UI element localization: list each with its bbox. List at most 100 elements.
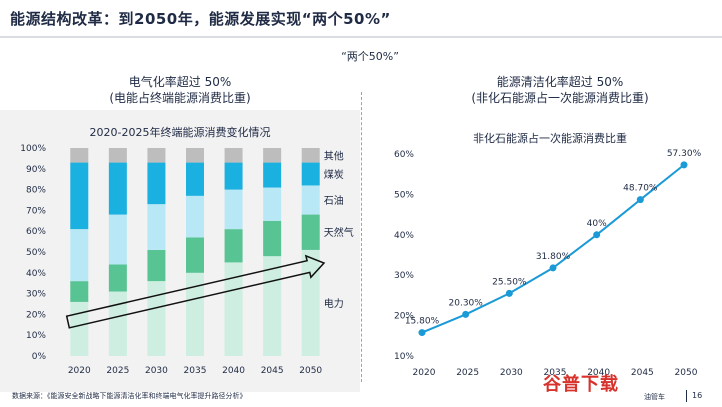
bar-segment <box>70 229 89 282</box>
x-tick-label: 2025 <box>456 368 479 378</box>
bar-segment <box>263 256 282 356</box>
bar-segment <box>263 220 282 257</box>
y-tick-label: 10% <box>26 331 46 341</box>
right-headline: 能源清洁化率超过 50% <box>496 75 624 89</box>
stacked-bar-chart: 0% 10% 20% 30% 40% 50% 60% 70% 80% 90% 100% 2020 202… <box>20 144 354 376</box>
left-headline: 电气化率超过 50% <box>128 75 232 89</box>
x-tick-label: 2030 <box>145 366 168 376</box>
bar-segment <box>186 162 204 196</box>
y-tick-label: 40% <box>26 269 46 279</box>
y-tick-label: 30% <box>394 271 414 281</box>
title-divider <box>0 36 722 38</box>
bar-segment <box>147 162 166 205</box>
bar-segment <box>108 214 127 265</box>
y-tick-label: 30% <box>26 290 46 300</box>
bar-segment <box>186 237 204 273</box>
bar-segment <box>263 162 282 188</box>
legend-label: 天然气 <box>324 226 354 239</box>
panel-divider <box>361 92 362 382</box>
bar-chart-background <box>0 110 360 392</box>
x-tick-label: 2025 <box>106 366 129 376</box>
bar-segment <box>108 148 127 163</box>
right-panel-header: 能源清洁化率超过 50% (非化石能源占一次能源消费比重) <box>440 74 680 106</box>
bar-segment <box>301 162 320 186</box>
bar-segment <box>301 185 320 215</box>
data-label: 31.80% <box>536 252 571 262</box>
x-tick-label: 2035 <box>544 368 567 378</box>
legend-label: 煤炭 <box>324 168 344 181</box>
y-tick-label: 70% <box>26 206 46 216</box>
y-tick-label: 20% <box>26 310 46 320</box>
left-subheadline: (电能占终端能源消费比重) <box>109 91 251 105</box>
y-tick-label: 60% <box>26 227 46 237</box>
bar-segment <box>301 148 320 163</box>
y-tick-label: 100% <box>20 144 46 154</box>
y-tick-label: 0% <box>32 352 47 362</box>
bar-segment <box>263 187 282 221</box>
y-tick-label: 60% <box>394 150 414 160</box>
bar-segment <box>147 281 166 356</box>
data-label: 40% <box>587 219 607 229</box>
bar-segment <box>224 262 243 356</box>
bar-segment <box>147 204 166 250</box>
bar-segment <box>108 291 127 356</box>
bar-segment <box>263 148 282 163</box>
x-tick-label: 2040 <box>587 368 610 378</box>
data-point <box>636 196 644 204</box>
bar-segment <box>186 195 204 238</box>
y-tick-label: 50% <box>26 248 46 258</box>
left-panel-header: 电气化率超过 50% (电能占终端能源消费比重) <box>60 74 300 106</box>
x-tick-label: 2020 <box>68 366 91 376</box>
bar-segment <box>186 272 204 356</box>
data-point <box>462 310 470 318</box>
y-tick-label: 20% <box>394 312 414 322</box>
y-tick-label: 40% <box>394 231 414 241</box>
data-label: 25.50% <box>492 277 527 287</box>
bar-segment <box>108 162 127 215</box>
bar-segment <box>186 148 204 163</box>
x-tick-label: 2045 <box>261 366 284 376</box>
bar-chart-title: 2020-2025年终端能源消费变化情况 <box>89 126 271 139</box>
bar-segment <box>70 281 89 302</box>
x-tick-label: 2050 <box>299 366 322 376</box>
x-tick-label: 2040 <box>222 366 245 376</box>
x-tick-label: 2035 <box>184 366 207 376</box>
y-tick-label: 50% <box>394 190 414 200</box>
data-label: 48.70% <box>623 184 658 194</box>
x-tick-label: 2045 <box>631 368 654 378</box>
watermark-logo: 谷普下载 <box>543 374 619 395</box>
slogan: “两个50%” <box>341 50 399 63</box>
data-point <box>418 329 426 337</box>
y-tick-label: 90% <box>26 165 46 175</box>
trend-arrow-icon <box>65 254 326 329</box>
bar-segment <box>224 189 243 230</box>
data-point <box>680 161 688 169</box>
bar-segment <box>224 148 243 163</box>
right-subheadline: (非化石能源占一次能源消费比重) <box>471 91 649 105</box>
data-source: 数据来源：《能源安全新战略下能源清洁化率和终端电气化率提升路径分析》 <box>12 392 247 400</box>
data-point <box>549 264 557 272</box>
data-label: 20.30% <box>449 298 484 308</box>
page-number-separator <box>686 390 687 402</box>
x-tick-label: 2050 <box>675 368 698 378</box>
data-label: 57.30% <box>667 149 702 159</box>
data-label: 15.80% <box>405 317 440 327</box>
bar-segment <box>147 249 166 282</box>
bar-segment <box>147 148 166 163</box>
legend-label: 其他 <box>324 149 344 162</box>
data-point <box>593 231 601 239</box>
bar-segment <box>70 301 89 356</box>
bar-segment <box>108 264 127 292</box>
watermark-caption: 油管车 <box>644 393 665 401</box>
line-chart: 10% 20% 30% 40% 50% 60% 2020 2025 2030 2035 2040 20… <box>394 149 702 378</box>
line-chart-title: 非化石能源占一次能源消费比重 <box>473 132 627 145</box>
data-point <box>505 289 513 297</box>
page-title: 能源结构改革：到2050年，能源发展实现“两个50%” <box>10 10 391 28</box>
bar-segment <box>70 162 89 230</box>
y-tick-label: 10% <box>394 352 414 362</box>
bar-segment <box>301 214 320 250</box>
bar-segment <box>301 249 320 356</box>
y-tick-label: 80% <box>26 186 46 196</box>
page-number: 16 <box>692 391 703 400</box>
legend-label: 电力 <box>324 297 344 310</box>
